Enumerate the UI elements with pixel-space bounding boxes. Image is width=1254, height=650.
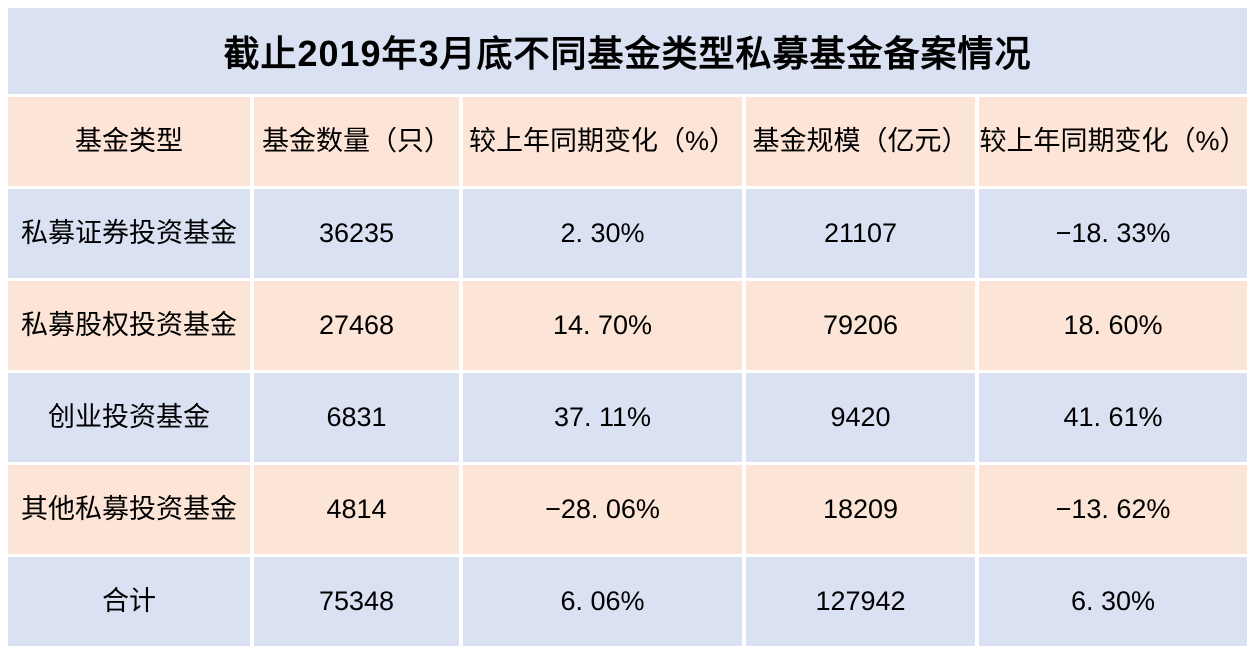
row4-fund-count: 4814	[254, 465, 459, 554]
row2-count-yoy-change: 14. 70%	[463, 281, 742, 370]
row5-fund-count: 75348	[254, 557, 459, 646]
row1-fund-count: 36235	[254, 189, 459, 278]
row5-fund-scale: 127942	[746, 557, 975, 646]
row1-fund-scale: 21107	[746, 189, 975, 278]
row5-total-label: 合计	[8, 557, 250, 646]
row1-scale-yoy-change: −18. 33%	[979, 189, 1247, 278]
header-fund-type: 基金类型	[8, 97, 250, 186]
row4-scale-yoy-change: −13. 62%	[979, 465, 1247, 554]
row1-fund-type: 私募证券投资基金	[8, 189, 250, 278]
row3-count-yoy-change: 37. 11%	[463, 373, 742, 462]
row4-fund-scale: 18209	[746, 465, 975, 554]
row3-fund-count: 6831	[254, 373, 459, 462]
header-fund-count: 基金数量（只）	[254, 97, 459, 186]
row5-scale-yoy-change: 6. 30%	[979, 557, 1247, 646]
row3-fund-type: 创业投资基金	[8, 373, 250, 462]
row2-scale-yoy-change: 18. 60%	[979, 281, 1247, 370]
row3-fund-scale: 9420	[746, 373, 975, 462]
row5-count-yoy-change: 6. 06%	[463, 557, 742, 646]
header-scale-yoy-change: 较上年同期变化（%）	[979, 97, 1247, 186]
row2-fund-scale: 79206	[746, 281, 975, 370]
row1-count-yoy-change: 2. 30%	[463, 189, 742, 278]
row2-fund-count: 27468	[254, 281, 459, 370]
fund-table: 基金类型 基金数量（只） 较上年同期变化（%） 基金规模（亿元） 较上年同期变化…	[8, 97, 1247, 646]
row4-fund-type: 其他私募投资基金	[8, 465, 250, 554]
table-title: 截止2019年3月底不同基金类型私募基金备案情况	[8, 8, 1247, 94]
header-fund-scale: 基金规模（亿元）	[746, 97, 975, 186]
row3-scale-yoy-change: 41. 61%	[979, 373, 1247, 462]
row2-fund-type: 私募股权投资基金	[8, 281, 250, 370]
header-count-yoy-change: 较上年同期变化（%）	[463, 97, 742, 186]
row4-count-yoy-change: −28. 06%	[463, 465, 742, 554]
